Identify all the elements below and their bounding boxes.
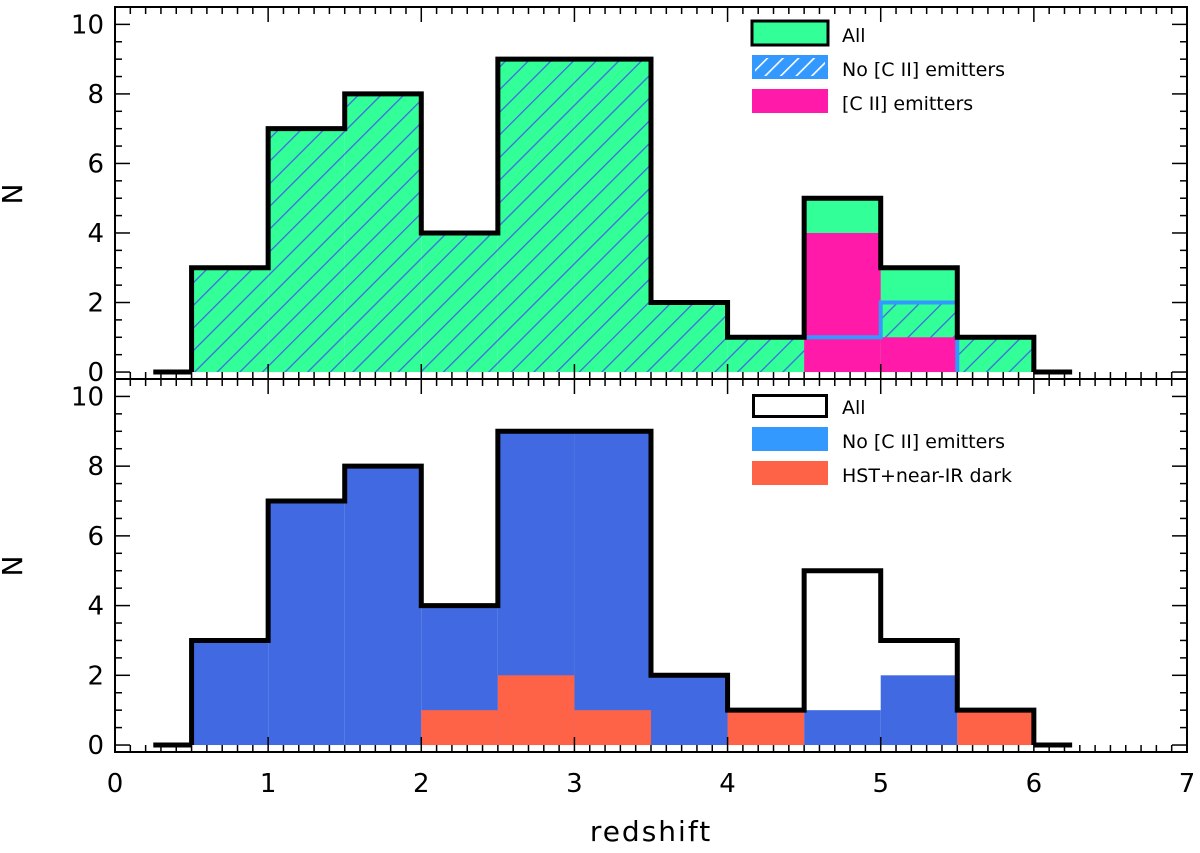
x-tick-label: 4 <box>719 769 736 799</box>
bar-no-cii-2 <box>344 466 422 746</box>
legend-label-cii: [C II] emitters <box>842 93 973 115</box>
x-tick-label: 0 <box>107 769 124 799</box>
y-tick-label: 2 <box>87 289 104 319</box>
bottom-bars-layer <box>153 428 1073 748</box>
bottom-ticks-layer: 0 2 4 6 8 10 0 1 2 3 4 5 6 7 <box>71 379 1195 799</box>
bar-hst-dark-4 <box>497 675 575 746</box>
bar-no-cii-10 <box>957 337 1034 373</box>
y-tick-label: 4 <box>87 219 104 249</box>
top-legend: All No [C II] emitters [C II] emitters <box>750 19 1005 115</box>
bar-no-cii-9 <box>880 675 958 746</box>
y-tick-label: 8 <box>87 452 104 482</box>
histogram-outline-all <box>189 428 1037 746</box>
bar-no-cii-0 <box>191 640 269 746</box>
legend-swatch-cii <box>752 89 828 113</box>
y-tick-label: 2 <box>87 661 104 691</box>
bar-hst-dark-7 <box>727 710 805 746</box>
bar-no-cii-1 <box>268 128 345 373</box>
bar-no-cii-5 <box>574 431 651 746</box>
bottom-legend: All No [C II] emitters HST+near-IR dark <box>752 394 1012 487</box>
x-tick-label: 7 <box>1179 769 1196 799</box>
bar-hst-dark-3 <box>421 710 498 746</box>
top-panel: 0 2 4 6 8 10 N All No [C II] emitters [C II] … <box>0 6 1188 388</box>
bottom-panel: 0 2 4 6 8 10 0 1 2 3 4 5 6 7 N redshift All No [C II]… <box>0 378 1195 848</box>
bar-hst-dark-5 <box>574 710 651 746</box>
bar-no-cii-3 <box>421 232 498 373</box>
y-tick-label: 6 <box>87 522 104 552</box>
bottom-y-axis-title: N <box>0 554 29 577</box>
y-tick-label: 4 <box>87 592 104 622</box>
legend-swatch-no-cii-solid <box>752 427 828 451</box>
bar-no-cii-8 <box>804 710 881 746</box>
x-tick-label: 5 <box>872 769 889 799</box>
histogram-outline-all <box>189 56 1037 373</box>
bar-cii-9 <box>880 337 958 373</box>
bar-cii-8 <box>804 232 881 373</box>
x-tick-label: 2 <box>413 769 430 799</box>
legend-swatch-all-outline <box>752 394 828 418</box>
bar-hst-dark-10 <box>957 710 1034 746</box>
legend-label-all: All <box>842 25 866 47</box>
y-tick-label: 6 <box>87 149 104 179</box>
y-tick-label: 0 <box>87 731 104 761</box>
legend-label-hst-dark: HST+near-IR dark <box>842 465 1012 487</box>
legend-label-no-cii-bottom: No [C II] emitters <box>842 431 1005 453</box>
bar-no-cii-5 <box>574 59 651 373</box>
bottom-plot-frame <box>114 378 1188 753</box>
x-axis-title: redshift <box>590 815 712 848</box>
bar-no-cii-6 <box>651 302 728 373</box>
x-tick-label: 1 <box>260 769 277 799</box>
legend-swatch-all <box>750 19 830 47</box>
bar-no-cii-0 <box>191 267 269 373</box>
bar-no-cii-6 <box>651 675 728 746</box>
legend-label-all-bottom: All <box>842 397 866 419</box>
x-tick-label: 6 <box>1026 769 1043 799</box>
y-tick-label: 8 <box>87 80 104 110</box>
bar-no-cii-2 <box>344 93 422 373</box>
bar-no-cii-1 <box>268 501 345 746</box>
top-bars-layer <box>153 56 1073 375</box>
y-tick-label: 10 <box>71 382 104 412</box>
y-tick-label: 0 <box>87 358 104 388</box>
legend-swatch-hst-dark <box>752 461 828 485</box>
legend-label-no-cii: No [C II] emitters <box>842 59 1005 81</box>
bar-no-cii-7 <box>727 337 805 373</box>
x-tick-label: 3 <box>566 769 583 799</box>
bar-no-cii-4 <box>497 59 575 373</box>
legend-swatch-no-cii-hatched <box>752 55 828 79</box>
top-ticks-layer: 0 2 4 6 8 10 <box>71 7 1188 388</box>
top-y-axis-title: N <box>0 182 29 205</box>
y-tick-label: 10 <box>71 10 104 40</box>
